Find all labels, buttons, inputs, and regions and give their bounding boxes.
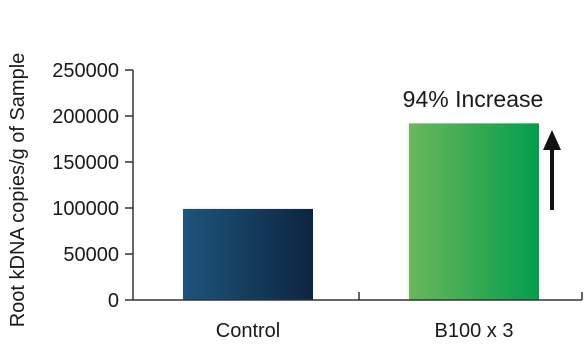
bar-treatment <box>409 123 539 300</box>
bar-control <box>183 208 313 300</box>
y-tick-label: 0 <box>108 290 119 312</box>
x-axis: Control B100 x 3 <box>133 292 583 342</box>
bars <box>183 123 539 300</box>
y-axis: 0 50000 100000 150000 200000 250000 <box>52 60 134 312</box>
y-tick-label: 100000 <box>52 198 119 220</box>
y-axis-label: Root kDNA copies/g of Sample <box>7 53 29 328</box>
increase-annotation: 94% Increase <box>403 86 544 112</box>
x-tick-label: Control <box>216 320 280 342</box>
y-tick-label: 200000 <box>52 106 119 128</box>
up-arrow-icon <box>543 130 561 210</box>
x-tick-label: B100 x 3 <box>435 320 514 342</box>
y-tick-label: 250000 <box>52 60 119 82</box>
y-tick-label: 150000 <box>52 152 119 174</box>
y-tick-label: 50000 <box>63 244 119 266</box>
